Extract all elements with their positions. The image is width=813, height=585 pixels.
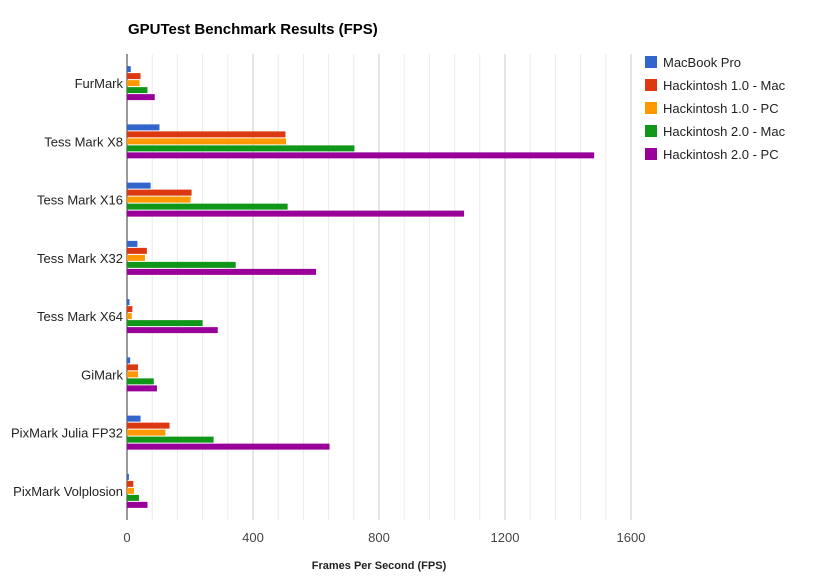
bar [127, 203, 288, 210]
bar [127, 196, 191, 203]
chart-title: GPUTest Benchmark Results (FPS) [128, 21, 378, 38]
category-label: Tess Mark X8 [44, 134, 123, 149]
bar [127, 494, 139, 501]
bar [127, 501, 148, 508]
legend: MacBook Pro Hackintosh 1.0 - Mac Hackintos… [645, 55, 786, 162]
bar [127, 66, 131, 73]
bar [127, 124, 160, 131]
bar [127, 429, 166, 436]
tick-label: 1200 [491, 530, 520, 545]
category-label: Tess Mark X64 [37, 309, 123, 324]
bar [127, 138, 287, 145]
bar [127, 422, 170, 429]
bar [127, 313, 132, 320]
bar [127, 94, 155, 101]
tick-label: 400 [242, 530, 264, 545]
bar [127, 436, 214, 443]
bar [127, 254, 145, 261]
bar [127, 182, 151, 189]
category-label: Tess Mark X16 [37, 193, 123, 208]
category-label: FurMark [75, 76, 124, 91]
bar [127, 261, 236, 268]
bar [127, 152, 595, 159]
bar [127, 299, 130, 306]
x-axis-label: Frames Per Second (FPS) [312, 560, 447, 572]
legend-swatch [645, 102, 657, 114]
bar [127, 415, 141, 422]
category-label: Tess Mark X32 [37, 251, 123, 266]
legend-label: Hackintosh 1.0 - PC [663, 101, 779, 116]
bar [127, 364, 139, 371]
bar [127, 145, 355, 152]
x-axis-ticks: 0 400 800 1200 1600 [123, 530, 645, 545]
bar [127, 327, 218, 334]
bar [127, 371, 139, 378]
tick-label: 1600 [617, 530, 646, 545]
grid-lines [126, 54, 632, 520]
bar [127, 306, 133, 313]
legend-swatch [645, 125, 657, 137]
category-label: GiMark [81, 367, 123, 382]
bars [127, 66, 595, 508]
bar [127, 268, 316, 275]
category-label: PixMark Julia FP32 [11, 426, 123, 441]
legend-swatch [645, 148, 657, 160]
tick-label: 0 [123, 530, 130, 545]
bar [127, 189, 192, 196]
bar [127, 247, 147, 254]
bar [127, 131, 286, 138]
legend-label: MacBook Pro [663, 55, 741, 70]
legend-label: Hackintosh 1.0 - Mac [663, 78, 786, 93]
tick-label: 800 [368, 530, 390, 545]
legend-swatch [645, 79, 657, 91]
bar [127, 80, 140, 87]
bar [127, 87, 148, 94]
category-labels: FurMark Tess Mark X8 Tess Mark X16 Tess Mar… [11, 76, 123, 499]
legend-label: Hackintosh 2.0 - Mac [663, 124, 786, 139]
bar [127, 487, 134, 494]
legend-label: Hackintosh 2.0 - PC [663, 147, 779, 162]
bar [127, 73, 141, 80]
legend-swatch [645, 56, 657, 68]
category-label: PixMark Volplosion [13, 484, 123, 499]
bar [127, 443, 330, 450]
bar [127, 240, 138, 247]
bar [127, 357, 131, 364]
bar [127, 210, 465, 217]
bar [127, 473, 129, 480]
bar [127, 320, 203, 327]
bar [127, 480, 134, 487]
bar [127, 385, 157, 392]
bar [127, 378, 154, 385]
